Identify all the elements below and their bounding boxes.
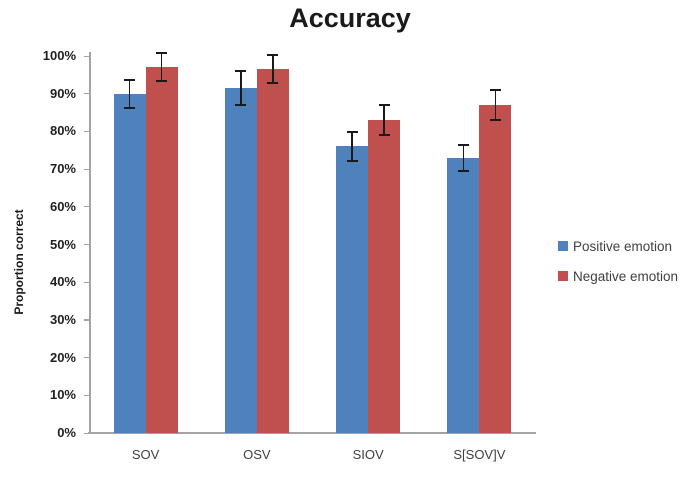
error-bar-OSV-negative <box>267 54 279 85</box>
y-tick-mark-10% <box>84 394 90 396</box>
error-bar-SOV-positive <box>124 78 136 109</box>
error-bar-cap-bottom <box>267 82 279 85</box>
plot-area <box>90 52 535 433</box>
error-bar-cap-top <box>489 88 501 91</box>
legend-item-positive-emotion: Positive emotion <box>558 238 678 254</box>
bar-S[SOV]V-negative <box>479 105 512 433</box>
error-bar-cap-bottom <box>235 103 247 106</box>
error-bar-line <box>272 54 274 85</box>
error-bar-cap-top <box>124 78 136 81</box>
y-tick-label-60%: 60% <box>49 198 76 214</box>
error-bar-line <box>494 88 497 122</box>
bar-SIOV-negative <box>368 120 401 433</box>
error-bar-SOV-negative <box>156 52 168 83</box>
error-bar-cap-bottom <box>378 133 390 136</box>
y-tick-mark-70% <box>84 168 90 170</box>
y-tick-label-20%: 20% <box>49 349 76 365</box>
error-bar-line <box>462 143 465 172</box>
bar-S[SOV]V-positive <box>447 157 480 433</box>
bar-OSV-positive <box>224 88 257 433</box>
error-bar-cap-top <box>346 131 358 134</box>
legend: Positive emotion Negative emotion <box>558 238 678 298</box>
y-tick-label-30%: 30% <box>49 311 76 327</box>
bar-SIOV-positive <box>336 146 369 433</box>
error-bar-cap-bottom <box>156 80 168 83</box>
y-tick-label-80%: 80% <box>49 123 76 139</box>
error-bar-cap-top <box>457 143 469 146</box>
error-bar-SIOV-positive <box>346 131 358 162</box>
x-tick-label-SOV: SOV <box>131 447 160 462</box>
error-bar-cap-top <box>378 104 390 107</box>
error-bar-cap-bottom <box>346 159 358 162</box>
error-bar-cap-bottom <box>457 169 469 172</box>
y-tick-label-40%: 40% <box>49 274 76 290</box>
error-bar-cap-top <box>235 70 247 73</box>
bar-SOV-positive <box>113 93 146 433</box>
error-bar-OSV-positive <box>235 70 247 106</box>
error-bar-line <box>240 70 242 106</box>
positive-emotion-swatch-icon <box>558 241 568 251</box>
error-bar-line <box>160 52 163 83</box>
y-tick-mark-90% <box>84 93 90 95</box>
error-bar-cap-bottom <box>489 119 501 122</box>
x-tick-label-SIOV: SIOV <box>352 447 384 462</box>
y-tick-label-70%: 70% <box>49 161 76 177</box>
y-tick-mark-40% <box>84 281 90 283</box>
error-bar-cap-top <box>156 52 168 55</box>
error-bar-S[SOV]V-positive <box>457 143 469 172</box>
error-bar-S[SOV]V-negative <box>489 88 501 122</box>
bar-OSV-negative <box>256 69 289 433</box>
y-tick-label-10%: 10% <box>49 387 76 403</box>
error-bar-line <box>383 104 385 136</box>
negative-emotion-swatch-icon <box>558 271 568 281</box>
legend-label-negative: Negative emotion <box>573 268 679 284</box>
y-tick-mark-80% <box>84 130 90 133</box>
x-tick-label-S[SOV]V: S[SOV]V <box>453 447 506 462</box>
y-axis-title: Proportion correct <box>12 209 26 315</box>
y-tick-mark-20% <box>84 357 90 359</box>
x-axis-line <box>88 432 536 434</box>
error-bar-cap-top <box>267 54 279 57</box>
chart-title: Accuracy <box>289 3 411 33</box>
legend-item-negative-emotion: Negative emotion <box>558 268 678 284</box>
x-tick-label-OSV: OSV <box>243 447 271 462</box>
y-tick-label-100%: 100% <box>42 48 76 63</box>
y-tick-mark-50% <box>84 244 90 246</box>
bar-SOV-negative <box>145 67 178 433</box>
error-bar-SIOV-negative <box>378 104 390 136</box>
error-bar-cap-bottom <box>124 106 136 109</box>
y-tick-label-90%: 90% <box>49 85 76 101</box>
error-bar-line <box>351 131 353 162</box>
y-tick-mark-100% <box>84 55 90 57</box>
y-tick-label-0%: 0% <box>57 425 76 440</box>
error-bar-line <box>128 78 131 109</box>
y-tick-label-50%: 50% <box>49 236 76 252</box>
legend-label-positive: Positive emotion <box>573 238 673 254</box>
y-tick-mark-60% <box>84 206 90 208</box>
y-axis-line <box>89 52 91 433</box>
y-tick-mark-30% <box>84 319 90 321</box>
y-tick-mark-0% <box>84 432 90 434</box>
